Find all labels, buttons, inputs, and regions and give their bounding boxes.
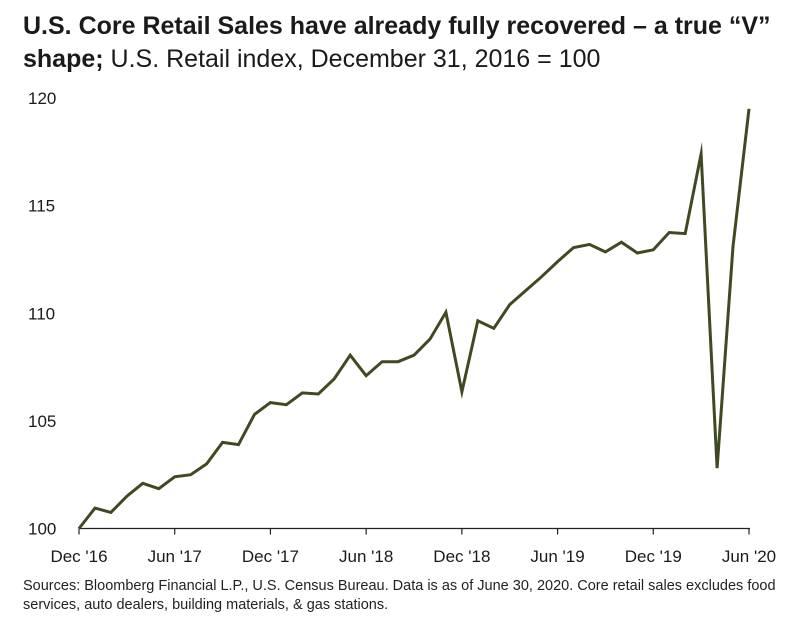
data-point: [429, 338, 432, 341]
data-point: [524, 289, 527, 292]
data-point: [269, 401, 272, 404]
x-tick-label: Jun '18: [339, 547, 393, 566]
y-tick-label: 120: [28, 89, 56, 108]
x-tick-label: Jun '20: [722, 547, 776, 566]
data-point: [365, 374, 368, 377]
data-point: [397, 360, 400, 363]
chart-subtitle: U.S. Retail index, December 31, 2016 = 1…: [103, 45, 601, 73]
data-point: [540, 275, 543, 278]
data-point: [700, 153, 703, 156]
data-point: [732, 245, 735, 248]
data-point: [94, 507, 97, 510]
chart-title-main: U.S. Core Retail Sales have already full…: [23, 12, 771, 73]
data-point: [109, 511, 112, 514]
data-point: [78, 527, 81, 530]
data-point: [572, 246, 575, 249]
data-point: [668, 231, 671, 234]
data-point: [173, 475, 176, 478]
x-tick-label: Dec '19: [625, 547, 682, 566]
data-point: [444, 311, 447, 314]
data-point: [508, 303, 511, 306]
x-tick-label: Dec '17: [242, 547, 299, 566]
data-point: [333, 377, 336, 380]
chart-title: U.S. Core Retail Sales have already full…: [23, 10, 793, 76]
data-point: [652, 248, 655, 251]
data-point: [460, 390, 463, 393]
data-point: [157, 487, 160, 490]
data-point: [588, 243, 591, 246]
data-point: [237, 443, 240, 446]
x-tick-label: Dec '18: [433, 547, 490, 566]
y-tick-label: 105: [28, 412, 56, 431]
data-series-line: [77, 108, 751, 530]
line-chart: 100 105 110 115 120 Dec '16 Jun '17 Dec '17 Jun …: [28, 89, 776, 566]
data-point: [221, 441, 224, 444]
data-point: [285, 403, 288, 406]
data-point: [684, 232, 687, 235]
data-point: [317, 393, 320, 396]
y-tick-label: 110: [28, 304, 55, 323]
data-point: [253, 413, 256, 416]
data-point: [556, 260, 559, 263]
y-tick-label: 100: [28, 520, 56, 539]
data-point: [636, 252, 639, 255]
data-point: [748, 107, 751, 110]
data-point: [141, 482, 144, 485]
x-tick-label: Jun '17: [148, 547, 202, 566]
source-note: Sources: Bloomberg Financial L.P., U.S. …: [23, 578, 776, 613]
data-point: [476, 319, 479, 322]
x-tick-label: Jun '19: [530, 547, 584, 566]
x-tick-label: Dec '16: [50, 547, 107, 566]
data-point: [716, 467, 719, 470]
y-tick-label: 115: [28, 197, 55, 216]
data-point: [620, 241, 623, 244]
data-point: [381, 360, 384, 363]
data-point: [189, 473, 192, 476]
data-point: [301, 391, 304, 394]
data-point: [205, 462, 208, 465]
data-point: [125, 495, 128, 498]
data-point: [349, 354, 352, 357]
data-point: [413, 354, 416, 357]
data-point: [492, 327, 495, 330]
data-point: [604, 250, 607, 253]
